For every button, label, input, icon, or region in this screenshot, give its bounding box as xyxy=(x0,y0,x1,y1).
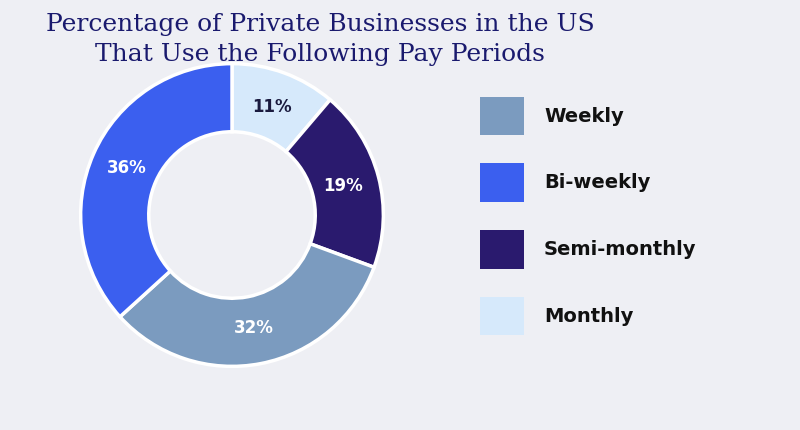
Text: Weekly: Weekly xyxy=(544,107,624,126)
Text: 36%: 36% xyxy=(107,160,146,178)
Text: 11%: 11% xyxy=(252,98,291,116)
Wedge shape xyxy=(81,64,232,317)
Text: Semi-monthly: Semi-monthly xyxy=(544,240,697,259)
Wedge shape xyxy=(232,64,330,152)
Text: Monthly: Monthly xyxy=(544,307,634,326)
Text: 32%: 32% xyxy=(234,319,274,337)
Text: Percentage of Private Businesses in the US
That Use the Following Pay Periods: Percentage of Private Businesses in the … xyxy=(46,13,594,66)
Text: 19%: 19% xyxy=(323,177,363,195)
Text: Bi-weekly: Bi-weekly xyxy=(544,173,650,192)
Wedge shape xyxy=(286,100,383,267)
Wedge shape xyxy=(120,244,374,366)
